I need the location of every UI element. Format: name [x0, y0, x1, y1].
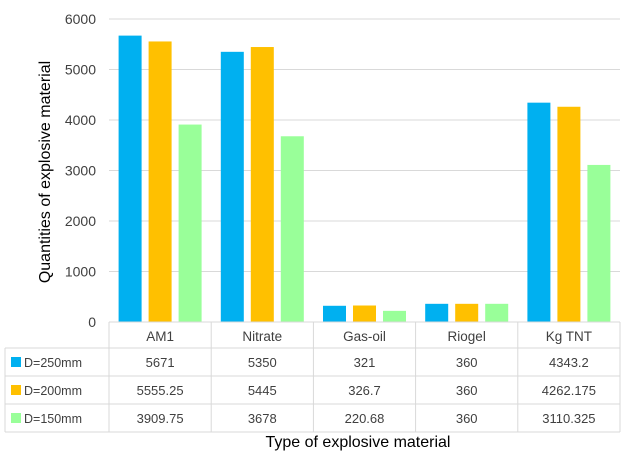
y-tick-label: 0: [88, 314, 96, 330]
category-label: Kg TNT: [546, 329, 592, 344]
bars: [118, 35, 611, 323]
y-tick-label: 1000: [65, 264, 96, 280]
bar-d-200mm: [250, 47, 274, 323]
bar-d-250mm: [220, 51, 244, 322]
legend-key: [11, 413, 21, 423]
bar-d-200mm: [455, 303, 479, 322]
y-tick-label: 4000: [65, 112, 96, 128]
bar-d-200mm: [148, 41, 172, 323]
table-cell: 360: [456, 411, 478, 426]
category-label: Riogel: [448, 329, 486, 344]
category-label: Gas-oil: [343, 329, 386, 344]
y-axis-ticks: 0 1000 2000 3000 4000 5000 6000: [65, 11, 96, 330]
y-tick-label: 5000: [65, 62, 96, 78]
bar-d-250mm: [425, 303, 449, 322]
table-cell: 360: [456, 355, 478, 370]
category-label: Nitrate: [242, 329, 282, 344]
bar-d-250mm: [527, 102, 551, 323]
data-table: AM1 Nitrate Gas-oil Riogel Kg TNT D=250mm 5671…: [4, 321, 621, 433]
bar-d-150mm: [178, 124, 202, 323]
table-cell: 5555.25: [137, 383, 184, 398]
series-name: D=250mm: [24, 356, 82, 370]
bar-d-200mm: [353, 305, 376, 322]
legend-key: [11, 357, 21, 367]
y-tick-label: 6000: [65, 11, 96, 27]
table-cell: 4262.175: [542, 383, 596, 398]
bar-d-150mm: [587, 164, 611, 322]
bar-d-250mm: [118, 35, 142, 322]
bar-d-150mm: [383, 310, 406, 322]
table-cell: 5350: [248, 355, 277, 370]
table-cell: 220.68: [345, 411, 385, 426]
table-cell: 3678: [248, 411, 277, 426]
table-cell: 3909.75: [137, 411, 184, 426]
series-name: D=150mm: [24, 412, 82, 426]
legend-key: [11, 385, 21, 395]
bar-d-250mm: [323, 305, 346, 322]
bar-d-200mm: [557, 106, 581, 322]
y-axis-title: Quantities of explosive material: [37, 61, 54, 283]
bar-d-150mm: [280, 136, 304, 322]
table-cell: 5671: [146, 355, 175, 370]
table-cell: 326.7: [348, 383, 381, 398]
table-cell: 3110.325: [542, 411, 595, 426]
y-tick-label: 2000: [65, 213, 96, 229]
bar-d-150mm: [485, 303, 509, 322]
category-label: AM1: [146, 329, 174, 344]
table-cell: 360: [456, 383, 478, 398]
table-cell: 5445: [248, 383, 277, 398]
x-axis-title: Type of explosive material: [266, 434, 451, 451]
series-name: D=200mm: [24, 384, 82, 398]
table-cell: 321: [354, 355, 376, 370]
y-tick-label: 3000: [65, 163, 96, 179]
table-cell: 4343.2: [549, 355, 589, 370]
